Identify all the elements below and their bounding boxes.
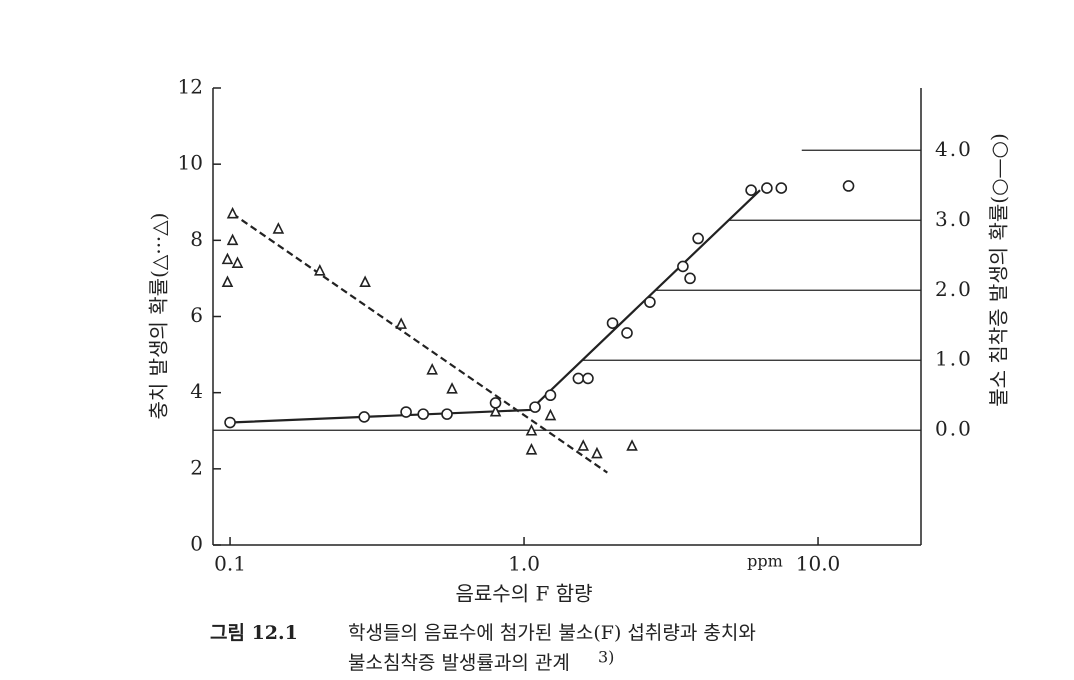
triangle-point (226, 206, 239, 219)
x-tick-label: 10.0 (796, 552, 841, 576)
circle-point (441, 408, 453, 420)
trend-line (230, 189, 761, 424)
triangle-point (221, 275, 234, 288)
circle-point (582, 372, 594, 385)
y2-tick-label: 3.0 (935, 207, 973, 231)
circle-point (529, 401, 541, 413)
circle-point (677, 260, 689, 273)
circle-point (358, 411, 371, 423)
triangle-point (544, 408, 557, 421)
y2-tick-label: 2.0 (935, 277, 973, 301)
triangle-point (426, 363, 438, 375)
caption-line: 불소침착증 발생률과의 관계 (348, 652, 570, 674)
triangle-point (231, 256, 244, 268)
circle-point (489, 397, 502, 409)
triangle-point (221, 252, 234, 265)
circle-point (745, 184, 757, 196)
x-tick-label: 0.1 (214, 552, 246, 576)
y-tick-label: 8 (190, 227, 203, 251)
y-axis-title: 충치 발생의 확률(△···△) (147, 213, 171, 420)
x-unit: ppm (747, 552, 783, 571)
circle-point (842, 180, 855, 192)
x-tick-label: 1.0 (508, 552, 540, 576)
circle-point (692, 232, 704, 245)
triangle-point (489, 404, 502, 417)
circle-point (572, 372, 585, 385)
triangle-point (446, 382, 458, 394)
triangle-point (525, 443, 538, 455)
circle-point (606, 317, 619, 329)
circle-point (400, 406, 412, 418)
triangle-point (626, 439, 638, 451)
triangle-point (314, 264, 326, 276)
y2-tick-label: 0.0 (935, 417, 973, 441)
y2-axis-title: 불소 침착증 발생의 확률(○—○) (987, 133, 1011, 407)
triangle-point (577, 439, 590, 451)
circle-point (224, 416, 236, 429)
circle-point (544, 389, 557, 402)
triangle-point (525, 423, 538, 436)
triangle-point (226, 233, 239, 246)
y-tick-label: 6 (190, 303, 203, 327)
circle-point (761, 182, 773, 194)
y-tick-label: 4 (190, 379, 203, 403)
circle-point (621, 327, 633, 339)
triangle-point (591, 446, 603, 459)
y-tick-label: 10 (178, 151, 203, 175)
y2-tick-label: 4.0 (935, 137, 973, 161)
circle-point (644, 296, 656, 308)
circle-point (684, 272, 696, 285)
circle-point (775, 182, 788, 194)
triangle-point (359, 275, 371, 288)
x-axis-title: 음료수의 F 함량 (456, 582, 593, 606)
caption-label: 그림 12.1 (210, 622, 298, 644)
y-tick-label: 2 (190, 455, 203, 479)
y-tick-label: 12 (178, 75, 203, 99)
triangle-point (395, 317, 407, 329)
triangle-point (272, 222, 285, 234)
caption-line: 학생들의 음료수에 첨가된 불소(F) 섭취량과 충치와 (348, 622, 756, 644)
trend-line (231, 212, 608, 474)
y2-tick-label: 1.0 (935, 347, 973, 371)
caption-ref: 3) (598, 648, 614, 667)
y-tick-label: 0 (190, 532, 203, 556)
circle-point (417, 408, 430, 420)
